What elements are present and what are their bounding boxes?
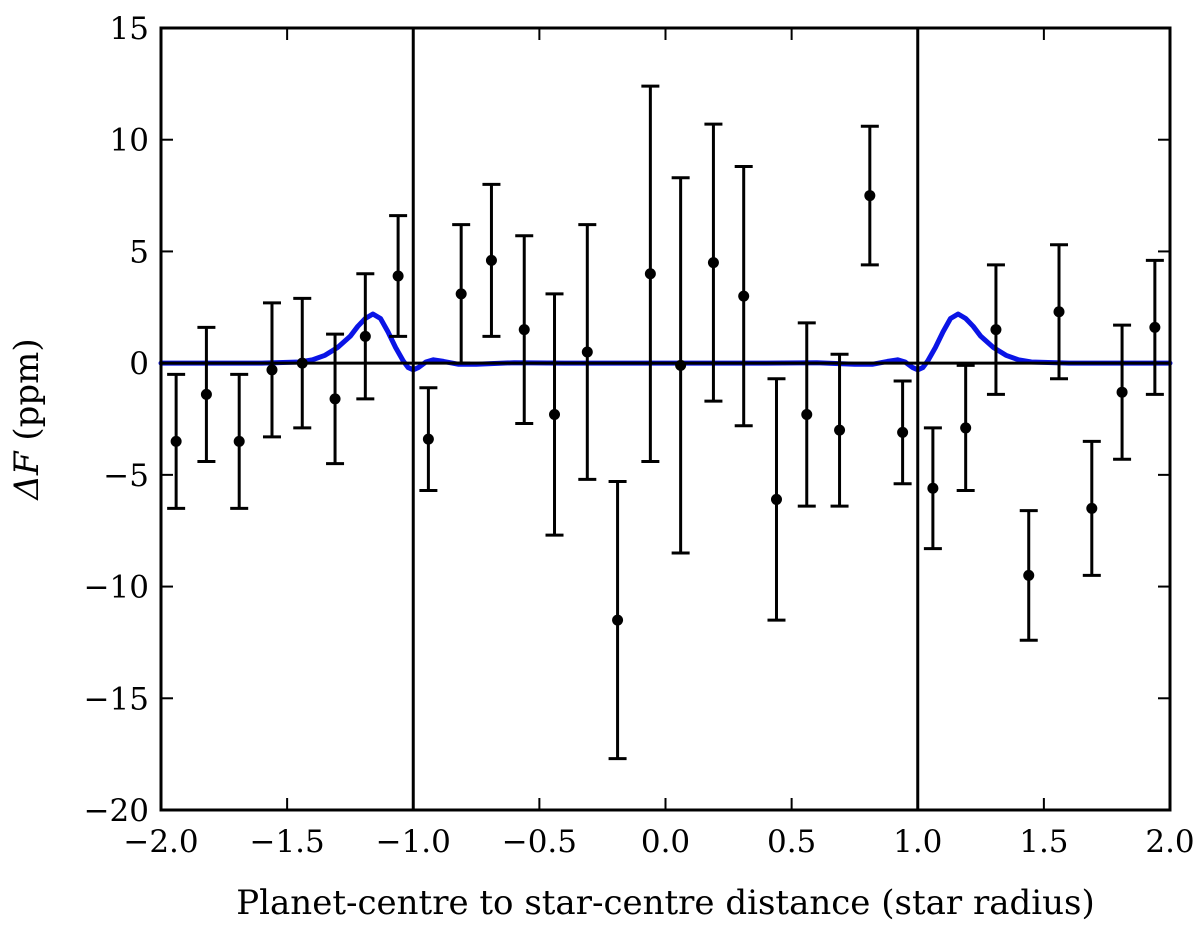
data-point <box>641 84 660 463</box>
data-point <box>671 176 690 555</box>
data-point <box>767 377 786 622</box>
point-marker <box>422 433 434 445</box>
point-marker <box>990 324 1002 336</box>
point-marker <box>170 435 182 447</box>
y-tick-label: −15 <box>84 681 149 717</box>
data-point <box>326 332 345 466</box>
data-point <box>1082 439 1101 577</box>
data-point <box>578 223 597 481</box>
point-marker <box>1023 569 1035 581</box>
data-point <box>197 325 216 463</box>
data-point <box>860 124 879 267</box>
point-marker <box>329 393 341 405</box>
data-point <box>797 321 816 508</box>
data-point <box>956 363 975 492</box>
data-point <box>230 372 249 510</box>
point-marker <box>233 435 245 447</box>
point-marker <box>738 290 750 302</box>
data-point <box>1050 243 1069 381</box>
y-tick-label: −10 <box>84 570 149 606</box>
model-curve <box>158 311 1173 373</box>
point-marker <box>518 324 530 336</box>
y-tick-label: 15 <box>110 11 149 47</box>
x-tick-label: −1.0 <box>376 824 451 860</box>
x-tick-label: −2.0 <box>123 824 198 860</box>
data-point <box>515 234 534 425</box>
point-marker <box>485 254 497 266</box>
reference-lines-layer <box>161 28 1170 810</box>
x-tick-label: −1.5 <box>249 824 324 860</box>
point-marker <box>897 426 909 438</box>
data-point <box>167 372 186 510</box>
x-tick-label: 0.0 <box>641 824 690 860</box>
point-marker <box>707 257 719 269</box>
point-marker <box>266 364 278 376</box>
point-marker <box>1149 321 1161 333</box>
point-marker <box>770 493 782 505</box>
point-marker <box>864 190 876 202</box>
point-marker <box>1116 386 1128 398</box>
data-points-layer <box>167 84 1164 761</box>
point-marker <box>675 359 687 371</box>
data-point <box>923 426 942 551</box>
y-tick-label: −5 <box>103 458 149 494</box>
x-tick-label: 0.5 <box>767 824 816 860</box>
point-marker <box>200 388 212 400</box>
y-axis-title-unit: (ppm) <box>7 338 47 451</box>
point-marker <box>960 422 972 434</box>
point-marker <box>612 614 624 626</box>
y-tick-label: −20 <box>84 793 149 829</box>
point-marker <box>296 357 308 369</box>
point-marker <box>549 409 561 421</box>
point-marker <box>801 409 813 421</box>
model-curve-layer <box>158 311 1173 373</box>
plot-frame <box>159 26 1172 812</box>
point-marker <box>581 346 593 358</box>
x-tick-label: 1.0 <box>893 824 942 860</box>
data-point <box>830 352 849 508</box>
data-point <box>482 182 501 338</box>
data-point <box>389 214 408 338</box>
x-axis-title: Planet-centre to star-centre distance (s… <box>236 883 1094 923</box>
point-marker <box>644 268 656 280</box>
y-axis-title: ΔF (ppm) <box>7 338 47 501</box>
data-point <box>1145 258 1164 396</box>
point-marker <box>455 288 467 300</box>
x-tick-label: −0.5 <box>502 824 577 860</box>
data-point <box>356 272 375 401</box>
data-point <box>545 292 564 537</box>
data-point <box>262 301 281 439</box>
data-point <box>293 296 312 430</box>
y-tick-label: 5 <box>129 234 149 270</box>
data-point <box>704 122 723 403</box>
point-marker <box>834 424 846 436</box>
data-point <box>452 223 471 365</box>
data-point <box>1019 509 1038 642</box>
data-point <box>734 165 753 428</box>
x-tick-label: 2.0 <box>1145 824 1194 860</box>
point-marker <box>1086 502 1098 514</box>
point-marker <box>1053 306 1065 318</box>
y-tick-label: 10 <box>110 123 149 159</box>
point-marker <box>927 482 939 494</box>
data-point <box>986 263 1005 396</box>
y-axis-title-symbol: ΔF <box>7 450 47 502</box>
point-marker <box>392 270 404 282</box>
data-point <box>419 386 438 492</box>
y-tick-label: 0 <box>129 346 149 382</box>
point-marker <box>359 330 371 342</box>
axes-layer: −2.0 −1.5 −1.0 −0.5 0.0 0.5 1.0 1.5 2.0 −20 −15 −10… <box>84 11 1195 860</box>
data-point <box>893 379 912 486</box>
data-point <box>608 480 627 761</box>
data-point <box>1113 323 1132 461</box>
x-tick-label: 1.5 <box>1019 824 1068 860</box>
